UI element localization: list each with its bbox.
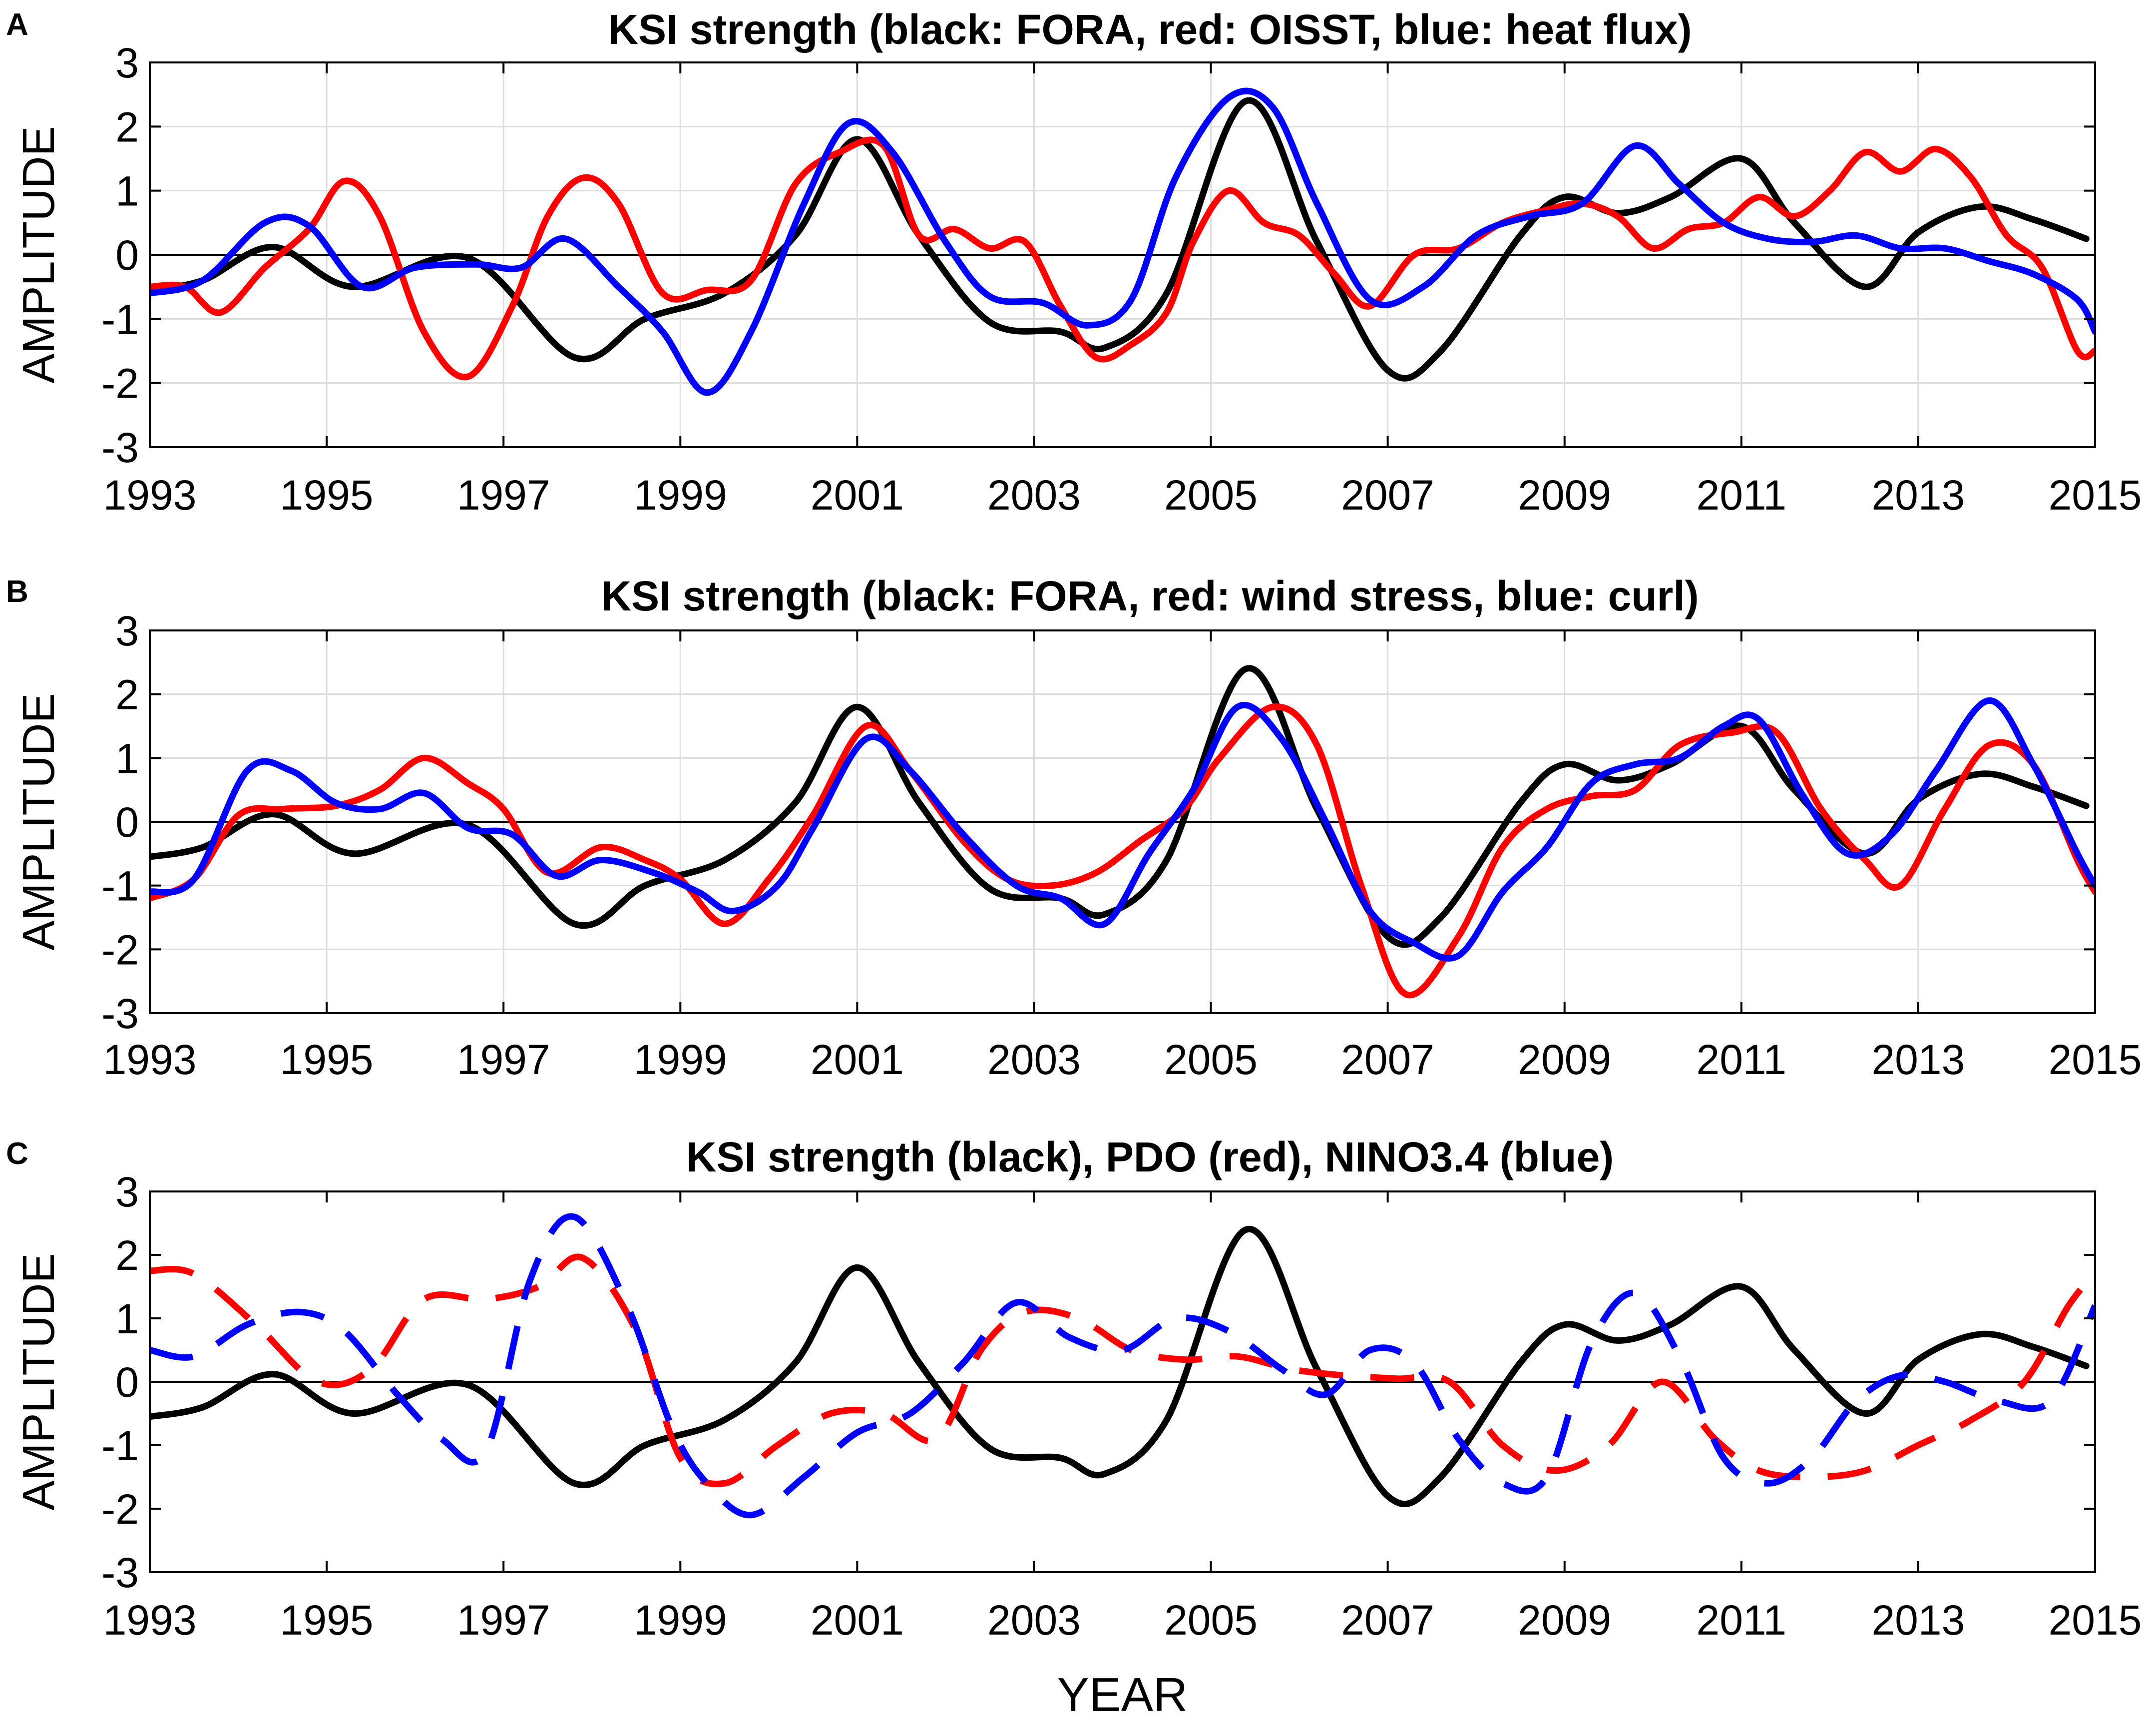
y-tick-label: -2 <box>101 1486 139 1533</box>
x-tick-label: 2013 <box>1871 1036 1965 1083</box>
x-tick-label: 1995 <box>280 1597 374 1644</box>
y-tick-label: -2 <box>101 926 139 973</box>
x-tick-label: 2003 <box>987 472 1081 519</box>
x-tick-label: 2005 <box>1164 472 1258 519</box>
x-tick-label: 2003 <box>987 1036 1081 1083</box>
y-axis-label: AMPLITUDE <box>14 693 64 950</box>
y-tick-label: 3 <box>115 39 139 86</box>
x-tick-label: 2005 <box>1164 1036 1258 1083</box>
y-axis-label: AMPLITUDE <box>14 126 64 383</box>
y-tick-label: 1 <box>115 168 139 215</box>
y-tick-label: 2 <box>115 1232 139 1279</box>
panel-c: 1993 1995 1997 1999 2001 2003 2005 2007 2009 2011… <box>6 1134 2142 1722</box>
x-tick-label: 2013 <box>1871 472 1965 519</box>
y-tick-label: -3 <box>101 1549 139 1596</box>
panel-a: 1993 1995 1997 1999 2001 2003 2005 2007 2009 2011… <box>6 6 2142 519</box>
x-tick-label: 2011 <box>1696 472 1786 519</box>
y-tick-label: -3 <box>101 424 139 471</box>
y-tick-label: 3 <box>115 1168 139 1215</box>
series-line-oisst <box>150 136 2095 381</box>
series-line-heat-flux <box>150 87 2095 396</box>
chart-title: KSI strength (black), PDO (red), NINO3.4… <box>686 1134 1614 1180</box>
x-axis-label: YEAR <box>1057 1668 1188 1722</box>
x-tick-label: 1995 <box>280 1036 374 1083</box>
y-tick-label: 2 <box>115 671 139 718</box>
chart-title: KSI strength (black: FORA, red: wind str… <box>601 573 1699 619</box>
x-tick-label: 1999 <box>634 472 727 519</box>
y-tick-label: -1 <box>101 296 139 343</box>
series-line-fora <box>150 97 2090 382</box>
x-tick-label: 2009 <box>1518 1036 1611 1083</box>
panel-label: C <box>6 1137 28 1171</box>
x-tick-label: 2015 <box>2049 472 2142 519</box>
y-tick-label: 1 <box>115 1295 139 1342</box>
x-tick-label: 1999 <box>634 1597 727 1644</box>
x-tick-label: 1993 <box>103 1597 197 1644</box>
x-tick-label: 2011 <box>1696 1597 1786 1644</box>
x-tick-label: 2003 <box>987 1597 1081 1644</box>
y-tick-label: -3 <box>101 990 139 1037</box>
series-line-curl <box>150 697 2095 962</box>
x-tick-label: 2007 <box>1341 1597 1434 1644</box>
x-tick-label: 2013 <box>1871 1597 1965 1644</box>
y-tick-label: -1 <box>101 863 139 910</box>
x-tick-label: 2001 <box>811 472 904 519</box>
y-tick-label: -2 <box>101 360 139 407</box>
x-tick-label: 2001 <box>811 1036 904 1083</box>
x-tick-label: 2009 <box>1518 1597 1611 1644</box>
y-tick-label: 0 <box>115 1359 139 1406</box>
x-tick-label: 2015 <box>2049 1597 2142 1644</box>
y-tick-label: -1 <box>101 1422 139 1469</box>
x-tick-label: 1993 <box>103 472 197 519</box>
panel-b: 1993 1995 1997 1999 2001 2003 2005 2007 2009 2011… <box>6 573 2142 1083</box>
x-tick-label: 1997 <box>457 1597 550 1644</box>
y-tick-label: 3 <box>115 607 139 654</box>
series-line-pdo <box>150 1253 2095 1487</box>
chart-title: KSI strength (black: FORA, red: OISST, b… <box>608 6 1692 53</box>
panel-label: A <box>6 7 28 42</box>
x-tick-label: 2009 <box>1518 472 1611 519</box>
x-tick-label: 1995 <box>280 472 374 519</box>
x-tick-label: 1997 <box>457 472 550 519</box>
x-tick-label: 2015 <box>2049 1036 2142 1083</box>
y-tick-label: 1 <box>115 735 139 782</box>
x-tick-label: 2007 <box>1341 1036 1434 1083</box>
x-tick-label: 2001 <box>811 1597 904 1644</box>
y-tick-label: 0 <box>115 232 139 279</box>
y-tick-label: 2 <box>115 103 139 150</box>
x-tick-label: 1999 <box>634 1036 727 1083</box>
y-axis-label: AMPLITUDE <box>14 1253 64 1510</box>
x-tick-label: 2011 <box>1696 1036 1786 1083</box>
x-tick-label: 1993 <box>103 1036 197 1083</box>
x-tick-label: 2005 <box>1164 1597 1258 1644</box>
x-tick-label: 2007 <box>1341 472 1434 519</box>
series-line-nino3-4 <box>150 1213 2095 1519</box>
panel-label: B <box>6 575 28 609</box>
series-line-ksi-strength <box>150 1225 2090 1508</box>
x-tick-label: 1997 <box>457 1036 550 1083</box>
y-tick-label: 0 <box>115 799 139 846</box>
